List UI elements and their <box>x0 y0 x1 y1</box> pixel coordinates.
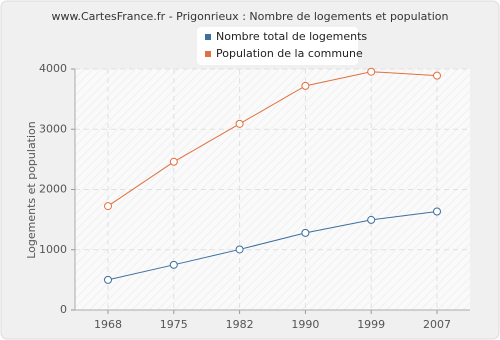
data-point <box>367 67 376 76</box>
y-tick-label: 1000 <box>39 243 67 256</box>
data-point <box>433 207 441 216</box>
y-axis-label: Logements et population <box>25 121 38 259</box>
data-point <box>367 215 376 224</box>
y-tick-label: 2000 <box>39 183 67 196</box>
data-point <box>235 245 244 254</box>
data-point <box>301 81 310 90</box>
legend-label: Nombre total de logements <box>216 30 367 43</box>
data-point <box>104 202 112 211</box>
chart-title: www.CartesFrance.fr - Prigonrieux : Nomb… <box>52 10 449 23</box>
data-point <box>433 71 441 80</box>
x-tick-label: 2007 <box>423 318 451 331</box>
legend-label: Population de la commune <box>216 47 363 60</box>
x-tick-label: 1999 <box>357 318 385 331</box>
data-point <box>169 157 178 166</box>
y-tick-label: 3000 <box>39 122 67 135</box>
y-tick-label: 0 <box>60 303 67 316</box>
x-tick-label: 1975 <box>160 318 188 331</box>
data-point <box>301 228 310 237</box>
data-point <box>104 275 112 284</box>
legend-swatch <box>205 51 211 57</box>
data-point <box>235 119 244 128</box>
y-tick-label: 4000 <box>39 62 67 75</box>
series-line <box>107 210 438 281</box>
x-tick-label: 1982 <box>226 318 254 331</box>
data-point <box>169 260 178 269</box>
legend-swatch <box>205 34 211 40</box>
x-tick-label: 1990 <box>291 318 319 331</box>
series-line <box>107 71 438 207</box>
legend-box <box>197 27 358 65</box>
x-tick-label: 1968 <box>94 318 122 331</box>
